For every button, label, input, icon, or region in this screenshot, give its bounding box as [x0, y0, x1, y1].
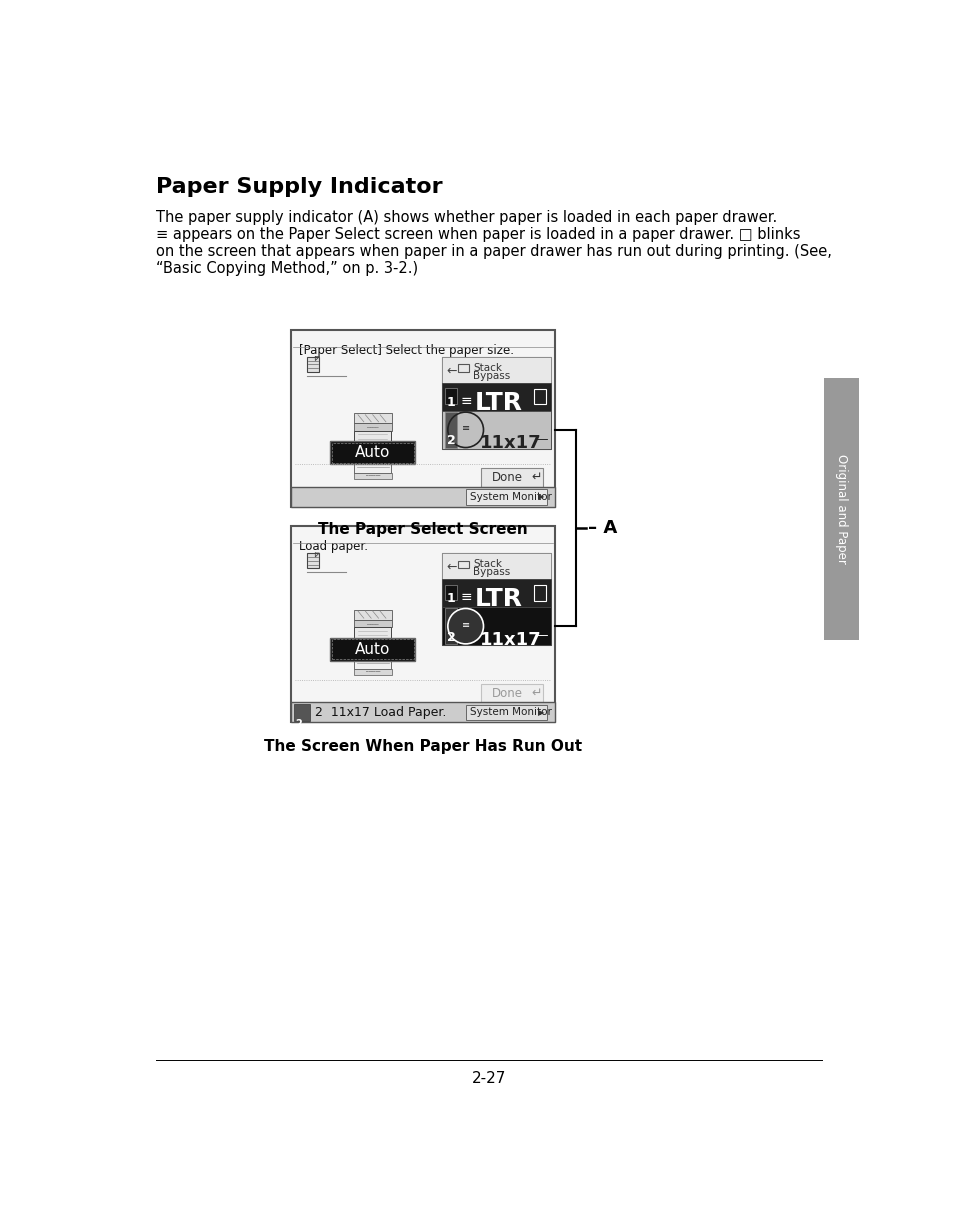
- Text: ▶: ▶: [537, 708, 543, 717]
- Bar: [354, 656, 391, 670]
- Bar: [354, 670, 392, 675]
- Bar: [534, 585, 546, 601]
- Bar: [442, 357, 550, 449]
- Bar: [291, 526, 555, 723]
- Bar: [354, 423, 392, 431]
- Text: “Basic Copying Method,” on p. 3-2.): “Basic Copying Method,” on p. 3-2.): [155, 261, 417, 276]
- Text: Original and Paper: Original and Paper: [834, 454, 847, 564]
- Text: System Monitor: System Monitor: [469, 492, 551, 502]
- Text: ≡: ≡: [461, 423, 469, 433]
- Text: on the screen that appears when paper in a paper drawer has run out during print: on the screen that appears when paper in…: [155, 244, 831, 259]
- Text: ←: ←: [446, 364, 456, 378]
- Bar: [354, 431, 391, 460]
- Bar: [534, 389, 546, 405]
- Text: Auto: Auto: [355, 445, 390, 460]
- Text: LTR: LTR: [475, 587, 522, 611]
- Text: Auto: Auto: [355, 642, 390, 656]
- Text: ▶: ▶: [537, 492, 543, 502]
- Bar: [332, 639, 414, 659]
- Text: ≡: ≡: [460, 394, 472, 407]
- Text: ━━━━━━: ━━━━━━: [365, 474, 379, 479]
- Bar: [442, 553, 550, 645]
- Text: The paper supply indicator (A) shows whether paper is loaded in each paper drawe: The paper supply indicator (A) shows whe…: [155, 210, 776, 226]
- Text: ↵: ↵: [531, 471, 541, 485]
- Text: LTR: LTR: [475, 390, 522, 415]
- Text: Stack: Stack: [473, 560, 502, 569]
- Text: Paper Supply Indicator: Paper Supply Indicator: [155, 177, 442, 196]
- Text: 2: 2: [295, 719, 302, 729]
- Text: 11x17: 11x17: [479, 631, 540, 649]
- Text: ≡: ≡: [461, 620, 469, 629]
- Bar: [442, 607, 550, 645]
- Text: ━━━━: ━━━━: [366, 425, 378, 429]
- Text: 11x17: 11x17: [479, 434, 540, 453]
- Bar: [480, 683, 542, 702]
- Text: Load paper.: Load paper.: [298, 540, 368, 553]
- Bar: [457, 561, 468, 568]
- Text: – A: – A: [587, 519, 617, 537]
- Bar: [444, 412, 456, 448]
- Text: —: —: [535, 433, 547, 445]
- Text: ━━━━━━: ━━━━━━: [365, 670, 379, 675]
- Bar: [354, 610, 392, 620]
- Text: ━━━━: ━━━━: [366, 621, 378, 626]
- Text: 1: 1: [446, 396, 455, 409]
- Circle shape: [447, 609, 483, 644]
- Bar: [291, 702, 555, 723]
- Bar: [444, 388, 456, 404]
- Bar: [465, 490, 546, 504]
- Bar: [294, 704, 310, 721]
- Bar: [307, 553, 319, 568]
- Text: The Screen When Paper Has Run Out: The Screen When Paper Has Run Out: [264, 740, 581, 755]
- Text: 2  11x17 Load Paper.: 2 11x17 Load Paper.: [314, 706, 445, 719]
- Text: ≡ appears on the Paper Select screen when paper is loaded in a paper drawer. □ b: ≡ appears on the Paper Select screen whe…: [155, 227, 800, 242]
- Bar: [291, 330, 555, 507]
- Bar: [442, 411, 550, 449]
- Text: ≡: ≡: [460, 590, 472, 604]
- Text: Bypass: Bypass: [473, 567, 510, 577]
- Text: [Paper Select] Select the paper size.: [Paper Select] Select the paper size.: [298, 344, 514, 357]
- Text: Stack: Stack: [473, 363, 502, 373]
- Bar: [442, 383, 550, 411]
- Bar: [330, 442, 415, 465]
- Bar: [823, 378, 858, 640]
- Bar: [354, 620, 392, 627]
- Bar: [480, 469, 542, 487]
- Text: 2-27: 2-27: [471, 1071, 506, 1086]
- Text: Bypass: Bypass: [473, 371, 510, 380]
- Text: ←: ←: [446, 561, 456, 574]
- Text: 2: 2: [446, 631, 455, 644]
- Text: Done: Done: [492, 471, 522, 485]
- Text: ↵: ↵: [531, 687, 541, 699]
- Bar: [444, 609, 456, 644]
- Bar: [354, 474, 392, 479]
- Bar: [442, 579, 550, 607]
- Bar: [291, 487, 555, 507]
- Bar: [442, 553, 550, 579]
- Bar: [330, 638, 415, 661]
- Bar: [442, 357, 550, 383]
- Bar: [354, 460, 391, 474]
- Bar: [307, 357, 319, 372]
- Bar: [332, 443, 414, 463]
- Text: System Monitor: System Monitor: [469, 708, 551, 718]
- Text: The Paper Select Screen: The Paper Select Screen: [318, 523, 527, 537]
- Bar: [354, 627, 391, 656]
- Bar: [465, 704, 546, 720]
- Text: —: —: [535, 629, 547, 642]
- Text: 2: 2: [446, 434, 455, 448]
- Text: 1: 1: [446, 593, 455, 605]
- Bar: [457, 364, 468, 372]
- Text: Done: Done: [492, 687, 522, 699]
- Bar: [354, 413, 392, 423]
- Bar: [444, 584, 456, 600]
